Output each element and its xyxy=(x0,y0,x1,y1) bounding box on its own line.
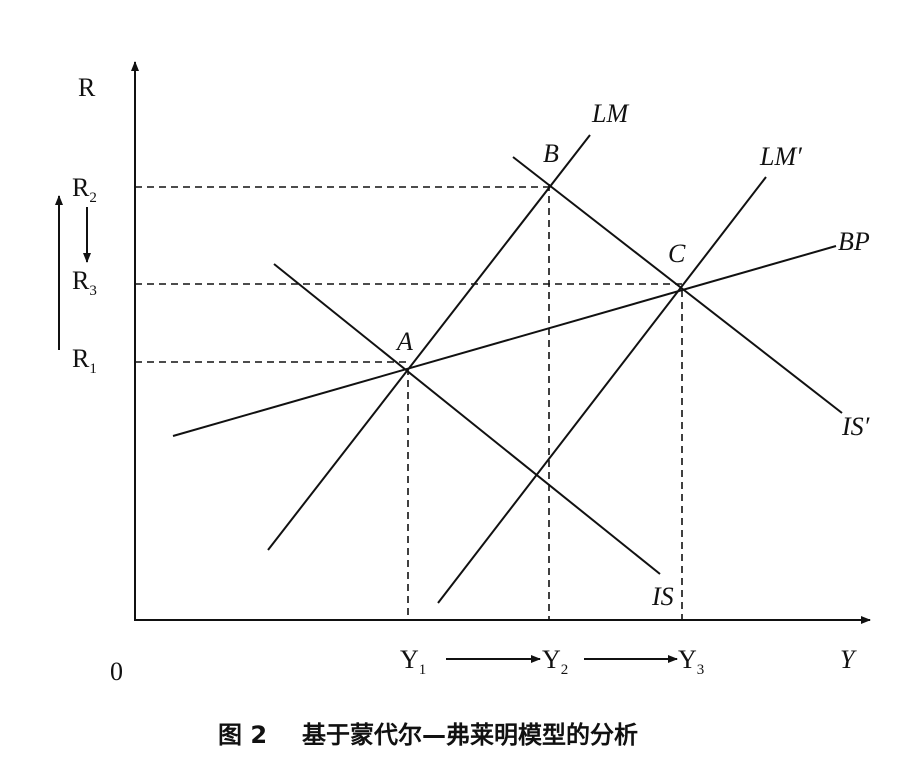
curve-label: IS xyxy=(651,582,674,611)
origin-label: 0 xyxy=(110,657,123,686)
curve-label: LM′ xyxy=(759,142,802,171)
output-label: Y2 xyxy=(542,645,568,678)
caption-figure: 图 2 xyxy=(218,721,267,749)
guide-lines xyxy=(135,184,683,620)
curve-label: BP xyxy=(838,227,870,256)
y-axis-label: R xyxy=(78,73,96,102)
point-label: B xyxy=(543,139,559,168)
curve-label: IS′ xyxy=(841,412,870,441)
curves xyxy=(172,134,843,604)
output-label: Y1 xyxy=(400,645,426,678)
rate-label: R1 xyxy=(72,344,97,377)
output-label: Y3 xyxy=(678,645,704,678)
point-label: C xyxy=(668,239,686,268)
rate-label: R3 xyxy=(72,266,97,299)
point-label: A xyxy=(395,327,413,356)
x-axis-label: Y xyxy=(840,645,857,674)
rate-label: R2 xyxy=(72,173,97,206)
curve-label: LM xyxy=(591,99,629,128)
caption-text: 基于蒙代尔—弗莱明模型的分析 xyxy=(302,721,638,749)
